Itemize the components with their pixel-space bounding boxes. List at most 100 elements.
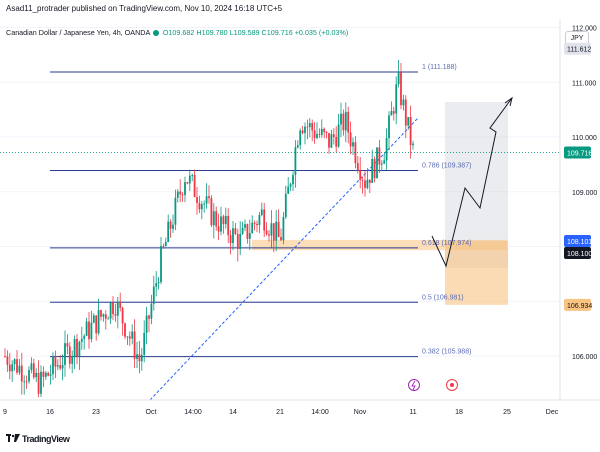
candle-body [217, 226, 220, 232]
candle-body [28, 370, 30, 382]
price-badge [564, 146, 591, 159]
candle-body [246, 224, 249, 239]
candle-body [270, 223, 273, 236]
candle-body [402, 99, 405, 106]
candle-body [191, 174, 194, 176]
candle-body [172, 224, 174, 229]
candle-body [292, 174, 294, 185]
candle-body [409, 117, 412, 146]
candle-body [349, 132, 352, 147]
candle-body [364, 180, 366, 188]
candle-body [275, 221, 278, 241]
candle-body [301, 130, 304, 134]
price-badge [564, 42, 591, 55]
candle-body [109, 302, 112, 319]
candle-body [107, 318, 110, 320]
candle-body [52, 356, 54, 375]
candle-body [56, 365, 59, 367]
price-tick-label: 111.000 [572, 80, 596, 87]
target-icon [450, 383, 454, 387]
candle-body [92, 315, 95, 323]
candle-body [404, 99, 407, 126]
candle-body [68, 346, 71, 364]
candle-body [40, 371, 42, 394]
candle-body [265, 230, 268, 235]
candle-body [32, 363, 35, 378]
candle-body [215, 211, 218, 227]
time-axis: 9 16 23 Oct 14:00 14 21 14:00 Nov 11 18 25 Dec [0, 399, 600, 416]
candle-body [47, 372, 50, 376]
tradingview-footer[interactable]: TradingView [6, 432, 70, 446]
candle-body [325, 131, 328, 133]
candlesticks [4, 60, 414, 398]
time-tick-label: 16 [46, 409, 54, 416]
symbol-name[interactable]: Canadian Dollar / Japanese Yen, 4h, OAND… [6, 28, 150, 37]
candle-body [306, 126, 309, 128]
candle-body [316, 134, 318, 138]
price-badge-label: 108.100 [567, 251, 592, 258]
candle-body [366, 179, 369, 188]
ohlc-values: O109.682 H109.780 L109.589 C109.716 +0.0… [162, 28, 349, 37]
candle-body [8, 364, 11, 372]
price-chart[interactable]: 1 (111.188) 0.786 (109.387) 0.618 (107.974… [0, 20, 600, 430]
projection-path [431, 96, 513, 268]
candle-body [352, 142, 354, 147]
candle-body [148, 315, 150, 319]
candle-body [169, 221, 172, 229]
candle-body [248, 233, 251, 239]
candle-body [143, 332, 146, 355]
candle-body [167, 221, 170, 242]
candle-body [35, 372, 38, 378]
candle-body [232, 228, 234, 244]
time-tick-label: Nov [354, 409, 367, 416]
candle-body [162, 245, 165, 247]
candle-body [212, 211, 215, 226]
candle-body [73, 338, 76, 356]
candle-body [11, 364, 14, 372]
candle-body [392, 111, 395, 114]
candle-body [328, 132, 330, 148]
candle-body [128, 336, 131, 339]
demand-zone [252, 239, 507, 251]
candle-body [37, 372, 40, 394]
candle-body [30, 363, 33, 371]
candle-body [234, 228, 237, 234]
candle-body [412, 143, 414, 146]
candle-body [49, 374, 52, 376]
candle-body [160, 245, 162, 283]
candle-body [337, 124, 340, 147]
candle-body [294, 147, 297, 175]
candle-body [256, 223, 258, 226]
candle-body [95, 315, 98, 334]
candle-body [83, 335, 86, 339]
candle-body [184, 182, 186, 196]
candle-body [383, 160, 386, 164]
candle-body [61, 364, 64, 369]
candle-body [236, 233, 239, 249]
candle-body [260, 209, 263, 215]
candle-body [85, 321, 88, 336]
candle-body [258, 214, 261, 226]
candle-body [347, 111, 350, 133]
candle-body [320, 128, 323, 135]
tradingview-logo-icon [6, 434, 20, 444]
candle-body [64, 343, 66, 365]
candle-body [13, 359, 16, 365]
tradingview-brand: TradingView [22, 434, 70, 444]
candle-body [152, 286, 155, 304]
price-badge-label: 111.612 [567, 47, 591, 54]
candle-body [119, 301, 122, 308]
time-tick-label: 14:00 [184, 409, 202, 416]
candle-body [18, 365, 21, 373]
candle-body [54, 356, 57, 367]
candle-body [268, 234, 270, 236]
candle-body [284, 193, 287, 217]
candle-body [186, 182, 189, 184]
price-badge-label: 106.934 [567, 303, 592, 310]
candle-body [323, 128, 326, 132]
candle-body [42, 371, 45, 377]
candle-body [277, 221, 280, 237]
candle-body [116, 301, 119, 316]
candle-body [131, 331, 134, 339]
candle-body [272, 223, 275, 241]
